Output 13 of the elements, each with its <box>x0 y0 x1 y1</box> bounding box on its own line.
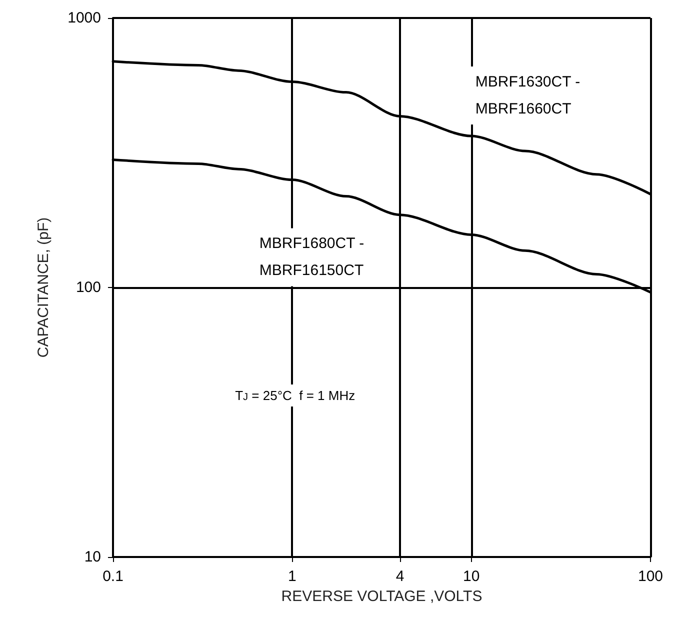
y-axis-title: CAPACITANCE, (pF) <box>35 217 52 358</box>
x-tick-label: 10 <box>462 568 480 585</box>
x-tick-label: 100 <box>638 568 663 585</box>
y-tick-label: 1000 <box>68 10 101 26</box>
text: MBRF1680CT - MBRF16150CT <box>259 235 368 280</box>
series-label: MBRF1630CT - MBRF1660CT <box>475 74 584 118</box>
y-tick-label: 100 <box>76 279 101 296</box>
x-tick-label: 4 <box>396 568 404 585</box>
y-tick-label: 10 <box>84 548 101 566</box>
x-tick-label: 0.1 <box>102 568 124 585</box>
x-axis-title: REVERSE VOLTAGE ,VOLTS <box>281 588 482 605</box>
annotation: TJ = 25°C f = 1 MHz <box>235 388 356 404</box>
x-tick-label: 1 <box>288 568 296 585</box>
